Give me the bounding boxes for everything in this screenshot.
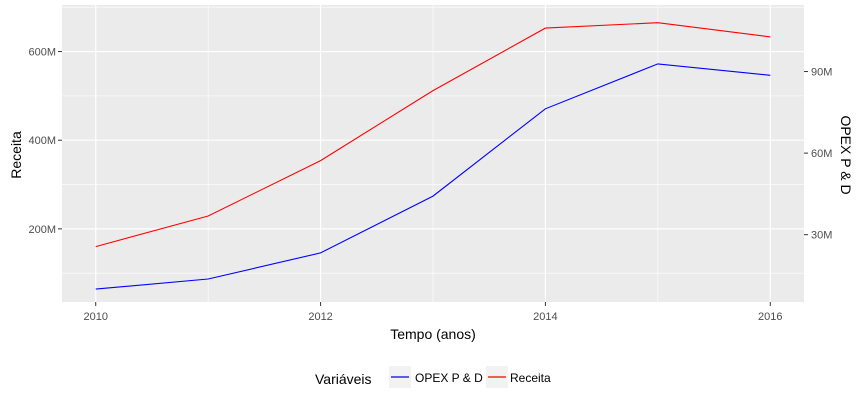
series-line-opex — [95, 63, 771, 290]
legend: Variáveis OPEX P & D Receita — [315, 366, 551, 388]
series-line-receita — [95, 22, 771, 248]
y-tick-label-right: 60M — [811, 148, 832, 160]
grid-major — [62, 5, 804, 302]
legend-label-receita: Receita — [510, 371, 551, 385]
grid-minor — [62, 5, 804, 302]
legend-title: Variáveis — [315, 371, 372, 387]
legend-label-opex: OPEX P & D — [415, 371, 483, 385]
x-tick-label: 2014 — [533, 311, 557, 323]
y-tick-label-right: 90M — [811, 67, 832, 79]
tick-labels: 2010 2012 2014 2016 200M 400M 600M 30M 60M 90M — [28, 47, 832, 323]
y-tick-label-left: 400M — [28, 135, 56, 147]
series-lines — [95, 22, 771, 290]
axis-ticks — [58, 51, 808, 306]
y-tick-label-left: 200M — [28, 224, 56, 236]
y-tick-label-left: 600M — [28, 47, 56, 59]
y-tick-label-right: 30M — [811, 230, 832, 242]
x-tick-label: 2010 — [83, 311, 107, 323]
x-tick-label: 2016 — [758, 311, 782, 323]
x-tick-label: 2012 — [308, 311, 332, 323]
y-axis-title-left: Receita — [8, 131, 24, 179]
x-axis-title: Tempo (anos) — [390, 326, 476, 342]
y-axis-title-right: OPEX P & D — [838, 115, 854, 194]
